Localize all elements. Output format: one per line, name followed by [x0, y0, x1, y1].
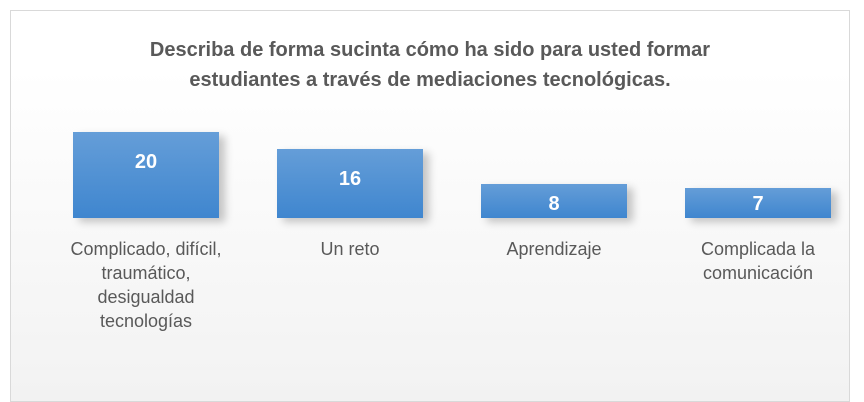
bar — [277, 149, 423, 218]
data-label: 8 — [548, 193, 560, 215]
data-label: 20 — [134, 151, 158, 173]
data-label: 7 — [752, 193, 764, 215]
chart: Describa de forma sucinta cómo ha sido p… — [10, 10, 850, 402]
data-label: 16 — [338, 168, 362, 191]
x-tick-label: Aprendizaje — [506, 239, 602, 259]
bar — [73, 132, 219, 218]
x-tick-label: Complicada la comunicación — [700, 239, 816, 283]
bar — [481, 183, 627, 218]
x-tick-label: Un reto — [320, 239, 380, 259]
chart-title: Describa de forma sucinta cómo ha sido p… — [149, 39, 711, 91]
bar — [685, 187, 831, 218]
x-tick-label: Complicado, difícil, traumático, desigua… — [70, 239, 222, 331]
